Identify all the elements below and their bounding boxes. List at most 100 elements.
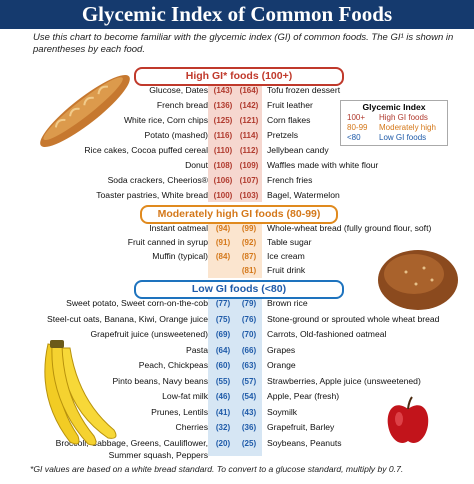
right-gi-value: (81) [241,266,257,275]
food-row: Sweet potato, Sweet corn-on-the-cob (77) (… [0,297,474,310]
right-food-name: Strawberries, Apple juice (unsweetened) [267,375,421,386]
left-gi-value: (32) [215,423,231,432]
high-gi-column-band [208,82,262,202]
right-gi-value: (79) [241,299,257,308]
right-gi-value: (92) [241,238,257,247]
left-gi-value: (46) [215,392,231,401]
right-gi-value: (164) [239,86,259,95]
right-food-name: Soymilk [267,406,298,417]
right-gi-value: (25) [241,438,257,448]
legend-label: Low GI foods [379,133,427,142]
left-food-name: Low-fat milk [162,391,208,401]
low-gi-column-band [208,296,262,456]
right-gi-value: (142) [239,101,259,110]
right-gi-value: (36) [241,423,257,432]
left-gi-value: (84) [215,252,231,261]
left-gi-value: (69) [215,330,231,339]
right-gi-value: (70) [241,330,257,339]
food-row: Rice cakes, Cocoa puffed cereal (110) (112… [0,144,474,157]
right-gi-value: (87) [241,252,257,261]
left-gi-value: (20) [215,438,231,448]
left-food-name: Fruit canned in syrup [127,237,208,247]
food-row: Fruit canned in syrup (91) (92) Table sugar [0,236,474,249]
right-food-name: Soybeans, Peanuts [267,437,342,448]
legend-label: High GI foods [379,113,428,122]
french-bread-image [40,75,130,147]
left-food-name: Sweet potato, Sweet corn-on-the-cob [66,298,208,308]
left-food-name: Pasta [186,344,208,355]
food-row: Soda crackers, Cheerios® (106) (107) French… [0,174,474,187]
right-food-name: Fruit leather [267,100,313,110]
right-gi-value: (112) [239,146,259,155]
left-food-name: Instant oatmeal [149,223,208,233]
left-food-name-continued: Summer squash, Peppers [108,449,208,460]
left-food-name: White rice, Corn chips [123,115,208,125]
left-gi-value: (77) [215,299,231,308]
right-gi-value: (107) [239,176,259,185]
legend-row-moderate: 80-99 Moderately high [347,123,447,133]
page-title: Glycemic Index of Common Foods [0,0,474,29]
left-gi-value: (143) [213,86,233,95]
left-food-name: Prunes, Lentils [151,406,208,417]
legend-label: Moderately high [379,123,436,132]
legend-row-high: 100+ High GI foods [347,113,447,123]
food-row: (81) Fruit drink [0,264,474,277]
right-food-name: Table sugar [267,237,312,247]
left-gi-value: (55) [215,376,231,386]
right-food-name: Pretzels [267,130,299,140]
food-row: Potato (mashed) (116) (114) Pretzels [0,129,474,142]
right-food-name: Carrots, Old-fashioned oatmeal [267,329,387,339]
legend-range: 100+ [347,113,366,122]
left-food-name: Rice cakes, Cocoa puffed cereal [84,145,208,155]
food-row: Donut (108) (109) Waffles made with white f… [0,159,474,172]
left-food-name: Potato (mashed) [144,130,208,140]
legend-range: 80-99 [347,123,368,132]
right-food-name: Corn flakes [267,115,311,125]
left-gi-value: (125) [213,116,233,125]
whole-wheat-bread-image [378,250,458,310]
left-food-name: Glucose, Dates [149,85,208,95]
food-row: Muffin (typical) (84) (87) Ice cream [0,250,474,263]
left-food-name: Cherries [175,422,208,432]
right-gi-value: (121) [239,116,259,125]
food-row: Instant oatmeal (94) (99) Whole-wheat bread… [0,222,474,235]
left-gi-value: (108) [213,161,233,170]
left-food-name: Soda crackers, Cheerios® [107,175,208,185]
left-gi-value: (60) [215,361,231,370]
left-gi-value: (136) [213,101,233,110]
food-row: Steel-cut oats, Banana, Kiwi, Orange jui… [0,313,474,326]
left-gi-value: (106) [213,176,233,185]
food-row: Glucose, Dates (143) (164) Tofu frozen dess… [0,84,474,97]
right-food-name: Fruit drink [267,265,306,275]
left-food-name: Pinto beans, Navy beans [112,375,208,386]
apple-image [387,396,429,444]
right-food-name: Grapefruit, Barley [267,422,335,432]
food-row: Peach, Chickpeas (60) (63) Orange [0,359,474,372]
right-gi-value: (103) [239,191,259,200]
low-gi-banner: Low GI foods (<80) [134,280,344,299]
banana-image [44,340,117,446]
left-food-name: Muffin (typical) [152,251,208,261]
right-food-name: Grapes [267,344,296,355]
intro-text: Use this chart to become familiar with t… [33,32,454,55]
right-gi-value: (63) [241,361,257,370]
food-row: Prunes, Lentils (41) (43) Soymilk [0,406,474,419]
legend-title: Glycemic Index [362,102,426,112]
left-gi-value: (64) [215,345,231,355]
food-row: Pasta (64) (66) Grapes [0,344,474,357]
right-food-name: Whole-wheat bread (fully ground flour, s… [267,223,432,233]
legend-range: <80 [347,133,361,142]
food-row: French bread (136) (142) Fruit leather [0,99,474,112]
right-food-name: Ice cream [267,251,305,261]
right-gi-value: (99) [241,224,257,233]
left-gi-value: (110) [213,146,233,155]
right-gi-value: (114) [239,131,259,140]
left-food-name: Donut [185,160,208,170]
legend-row-low: <80 Low GI foods [347,133,447,143]
gi-legend: Glycemic Index 100+ High GI foods 80-99 Mo… [340,100,448,146]
right-food-name: Stone-ground or sprouted whole wheat bre… [267,313,440,324]
right-gi-value: (76) [241,314,257,324]
left-gi-value: (75) [215,314,231,324]
right-food-name: Orange [267,360,296,370]
left-gi-value: (94) [215,224,231,233]
